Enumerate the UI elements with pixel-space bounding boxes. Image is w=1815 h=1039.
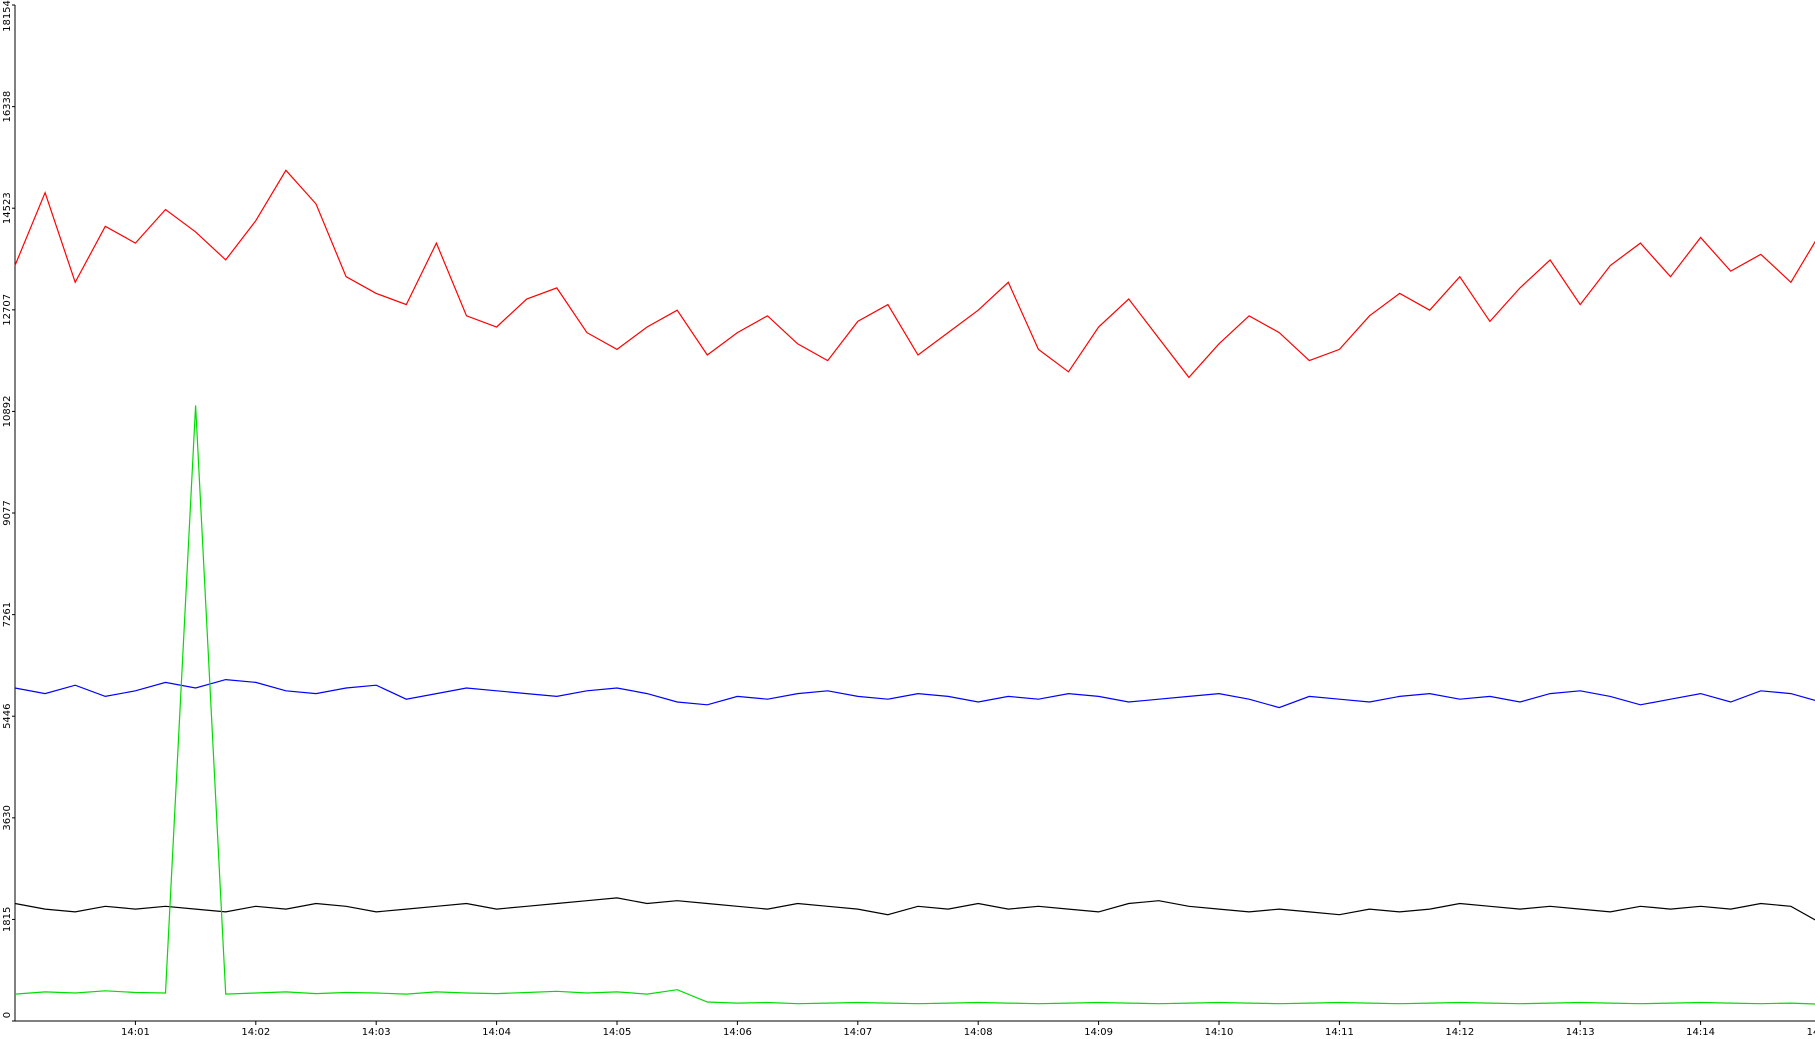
x-tick-label: 14:02: [241, 1027, 270, 1038]
y-tick-label: 7261: [2, 602, 13, 627]
series-line: [14, 169, 1815, 379]
y-tick-label: 16338: [2, 91, 13, 123]
x-tick-label: 14:01: [121, 1027, 150, 1038]
y-tick-label: 10892: [2, 396, 13, 428]
series-line: [14, 405, 1815, 1005]
y-tick-label: 5446: [2, 703, 13, 728]
y-tick-label: 0: [2, 1012, 13, 1018]
y-tick-label: 1815: [2, 907, 13, 932]
x-tick-label: 14:06: [723, 1027, 752, 1038]
y-tick-label: 14523: [2, 192, 13, 224]
series-line: [14, 897, 1815, 921]
series-line: [14, 678, 1815, 709]
x-tick-label: 14:11: [1325, 1027, 1354, 1038]
x-tick-label: 14:05: [603, 1027, 632, 1038]
x-tick-label: 14:12: [1445, 1027, 1474, 1038]
x-tick-label: 14:14: [1686, 1027, 1715, 1038]
x-tick-label: 14:13: [1566, 1027, 1595, 1038]
x-tick-label: 14:08: [964, 1027, 993, 1038]
x-tick-label: 14:10: [1205, 1027, 1234, 1038]
x-tick-label: 14:09: [1084, 1027, 1113, 1038]
y-tick-label: 18154: [2, 0, 13, 32]
y-tick-label: 9077: [2, 500, 13, 525]
x-tick-label: 14:04: [482, 1027, 511, 1038]
x-tick-label: 14:03: [362, 1027, 391, 1038]
x-tick-label: 14:15: [1807, 1027, 1815, 1038]
y-tick-label: 3630: [2, 805, 13, 830]
y-tick-label: 12707: [2, 294, 13, 326]
x-tick-label: 14:07: [843, 1027, 872, 1038]
